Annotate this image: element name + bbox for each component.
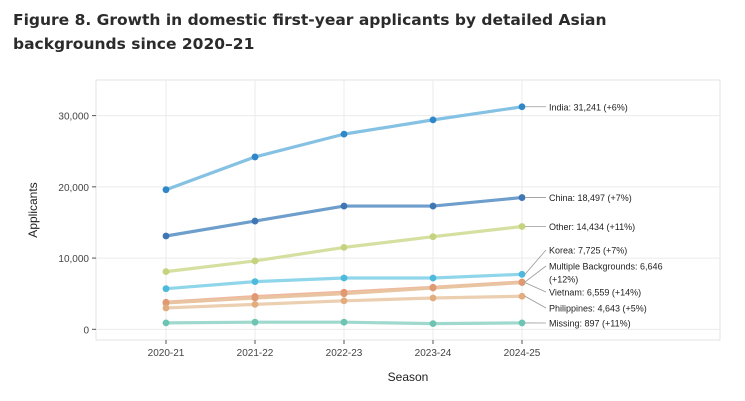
data-point-other: [162, 268, 170, 276]
data-point-philippines: [251, 300, 259, 308]
data-point-missing: [340, 318, 348, 326]
data-point-china: [429, 202, 437, 210]
data-point-missing: [518, 319, 526, 327]
y-axis-label: Applicants: [26, 182, 40, 237]
data-point-korea: [162, 285, 170, 293]
data-point-korea: [340, 274, 348, 282]
data-point-china: [251, 217, 259, 225]
data-point-india: [340, 130, 348, 138]
y-axis-ticks: 0 10,000 20,000 30,000: [58, 112, 96, 336]
label-leader-multiple-backgrounds: [524, 265, 547, 283]
data-point-philippines: [518, 292, 526, 300]
y-tick-label: 10,000: [58, 254, 89, 265]
figure-title: Figure 8. Growth in domestic first-year …: [13, 11, 607, 53]
series-label-multiple-backgrounds: Multiple Backgrounds: 6,646 (+12%): [549, 262, 663, 285]
series-label-korea: Korea: 7,725 (+7%): [549, 246, 627, 256]
x-axis-ticks: 2020-21 2021-22 2022-23 2023-24 2024-25: [148, 340, 541, 359]
data-point-india: [251, 153, 259, 161]
data-point-other: [429, 233, 437, 241]
label-leader-philippines: [524, 295, 547, 309]
x-tick-label: 2020-21: [148, 348, 185, 359]
data-point-vietnam: [162, 299, 170, 307]
data-point-vietnam: [251, 294, 259, 302]
y-tick-label: 0: [83, 325, 89, 336]
data-point-china: [340, 202, 348, 210]
x-tick-label: 2024-25: [504, 348, 541, 359]
data-point-other: [340, 243, 348, 251]
series-label-other: Other: 14,434 (+11%): [549, 222, 635, 232]
data-point-china: [518, 194, 526, 201]
data-point-vietnam: [340, 290, 348, 298]
data-point-vietnam: [518, 279, 526, 286]
y-tick-label: 20,000: [58, 183, 89, 194]
series-label-philippines: Philippines: 4,643 (+5%): [549, 304, 647, 314]
data-point-vietnam: [429, 284, 437, 292]
label-leader-korea: [524, 249, 547, 275]
data-point-missing: [429, 320, 437, 328]
series-label-vietnam: Vietnam: 6,559 (+14%): [549, 288, 641, 298]
data-point-korea: [251, 278, 259, 285]
data-point-missing: [251, 318, 259, 326]
series-points: [162, 103, 526, 328]
x-tick-label: 2021-22: [237, 348, 274, 359]
data-point-korea: [518, 270, 526, 278]
data-point-india: [429, 116, 437, 124]
data-point-philippines: [162, 304, 170, 312]
data-point-missing: [162, 319, 170, 327]
series-label-china: China: 18,497 (+7%): [549, 193, 632, 203]
data-point-china: [162, 232, 170, 240]
data-point-india: [518, 103, 526, 111]
x-axis-label: Season: [388, 370, 429, 384]
data-point-india: [162, 186, 170, 194]
data-point-other: [251, 257, 259, 265]
label-leader-vietnam: [524, 282, 547, 293]
data-point-philippines: [340, 297, 348, 305]
series-label-missing: Missing: 897 (+11%): [549, 319, 631, 329]
y-tick-label: 30,000: [58, 112, 89, 123]
series-labels: India: 31,241 (+6%) China: 18,497 (+7%) Ot…: [524, 102, 663, 329]
data-point-philippines: [429, 294, 437, 302]
x-tick-label: 2023-24: [415, 348, 452, 359]
data-point-other: [518, 223, 526, 230]
data-point-korea: [429, 274, 437, 282]
x-tick-label: 2022-23: [326, 348, 363, 359]
series-label-india: India: 31,241 (+6%): [549, 102, 628, 112]
